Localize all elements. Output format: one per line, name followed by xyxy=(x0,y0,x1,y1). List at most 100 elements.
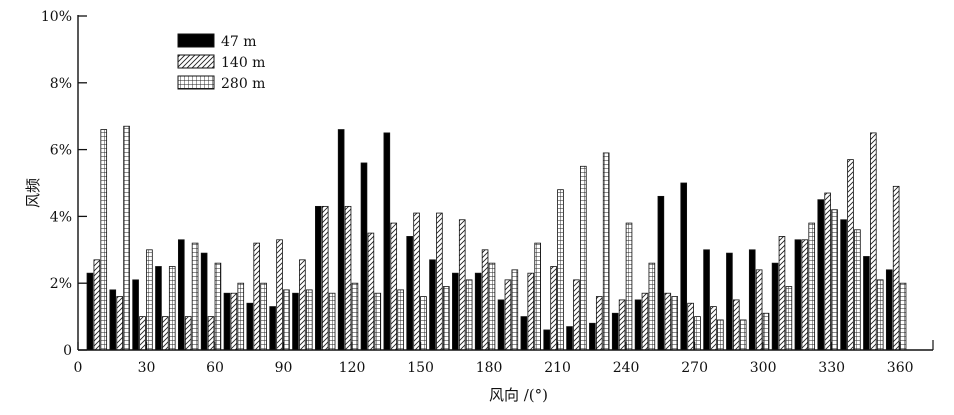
bar-140m-210 xyxy=(550,266,557,351)
x-tick-label: 210 xyxy=(544,360,571,376)
bar-47m-240 xyxy=(611,312,619,351)
bar-47m-60 xyxy=(200,252,208,351)
x-tick-label: 150 xyxy=(407,360,434,376)
bar-280m-50 xyxy=(191,242,199,351)
bar-280m-90 xyxy=(283,289,290,351)
bar-140m-340 xyxy=(847,159,854,351)
bar-47m-170 xyxy=(452,272,459,351)
bar-280m-110 xyxy=(328,292,336,351)
bar-47m-20 xyxy=(109,289,117,351)
legend-label: 280 m xyxy=(221,76,265,92)
bar-140m-300 xyxy=(755,269,763,351)
axes-layer: 0 2% 4% 6% 8% 10% 0 30 60 90 120 150 180 210 240 270 300… xyxy=(24,9,934,404)
bar-280m-240 xyxy=(625,222,633,351)
bar-47m-350 xyxy=(863,256,870,351)
bar-47m-230 xyxy=(589,322,596,351)
bar-280m-300 xyxy=(762,312,770,351)
bar-280m-120 xyxy=(351,282,359,351)
bar-47m-270 xyxy=(680,182,688,351)
bar-280m-60 xyxy=(214,262,222,351)
bar-280m-30 xyxy=(146,249,153,351)
bar-280m-210 xyxy=(557,189,564,351)
bar-280m-40 xyxy=(168,266,176,351)
bar-47m-210 xyxy=(543,329,550,351)
bar-140m-130 xyxy=(367,232,375,351)
x-tick-label: 180 xyxy=(476,360,503,376)
bar-47m-310 xyxy=(771,262,779,351)
x-tick-label: 270 xyxy=(681,360,708,376)
bar-47m-40 xyxy=(155,266,162,351)
bar-280m-320 xyxy=(808,222,816,351)
x-tick-label: 120 xyxy=(339,360,366,376)
bar-47m-300 xyxy=(748,249,756,351)
bar-47m-70 xyxy=(223,292,231,351)
bar-280m-190 xyxy=(511,269,519,351)
bar-140m-200 xyxy=(527,272,535,351)
bar-280m-200 xyxy=(534,242,541,351)
bar-140m-270 xyxy=(687,302,694,351)
bar-47m-320 xyxy=(794,239,802,351)
bar-140m-320 xyxy=(801,239,809,351)
bar-47m-50 xyxy=(177,239,185,351)
bars-layer xyxy=(86,125,907,351)
bar-280m-10 xyxy=(100,129,108,351)
bar-280m-130 xyxy=(374,292,382,351)
bar-280m-270 xyxy=(694,316,701,351)
bar-47m-330 xyxy=(817,199,825,351)
bar-280m-330 xyxy=(831,209,838,351)
bar-280m-350 xyxy=(876,279,884,351)
y-tick-label: 2% xyxy=(50,276,72,292)
bar-47m-340 xyxy=(840,219,847,351)
bar-140m-160 xyxy=(436,212,443,351)
bar-140m-310 xyxy=(778,236,786,351)
x-tick-label: 60 xyxy=(206,360,224,376)
bar-47m-120 xyxy=(337,129,345,351)
bar-280m-280 xyxy=(717,319,724,351)
bar-140m-220 xyxy=(573,279,580,351)
bar-140m-10 xyxy=(93,259,101,351)
bar-47m-100 xyxy=(292,292,299,351)
bar-280m-360 xyxy=(899,282,907,351)
y-tick-label: 8% xyxy=(50,76,72,92)
bar-140m-140 xyxy=(390,222,398,351)
bar-280m-100 xyxy=(305,289,313,351)
bar-280m-70 xyxy=(237,282,245,351)
bar-280m-220 xyxy=(580,165,587,351)
bar-280m-310 xyxy=(785,286,793,351)
bar-280m-150 xyxy=(420,296,427,351)
bar-47m-260 xyxy=(657,195,665,351)
bar-140m-250 xyxy=(641,292,649,351)
bar-280m-170 xyxy=(465,279,473,351)
legend-label: 140 m xyxy=(221,55,265,71)
bar-140m-40 xyxy=(162,316,169,351)
x-tick-label: 30 xyxy=(138,360,156,376)
bar-47m-290 xyxy=(726,252,733,351)
x-tick-label: 360 xyxy=(887,360,914,376)
bar-140m-190 xyxy=(504,279,512,351)
bar-140m-60 xyxy=(207,316,215,351)
bar-47m-180 xyxy=(474,272,482,351)
legend-swatch-47m xyxy=(177,33,215,48)
bar-47m-110 xyxy=(315,205,322,351)
bar-140m-150 xyxy=(413,212,420,351)
bar-140m-230 xyxy=(595,296,603,351)
bar-47m-360 xyxy=(885,269,893,351)
bar-140m-110 xyxy=(321,205,329,351)
bar-47m-220 xyxy=(566,326,573,351)
bar-280m-140 xyxy=(397,289,404,351)
legend-swatch-140m xyxy=(177,54,215,69)
bar-140m-180 xyxy=(481,249,489,351)
bar-280m-340 xyxy=(854,229,861,351)
bar-47m-90 xyxy=(269,306,276,351)
bar-140m-70 xyxy=(230,292,238,351)
y-tick-label: 0 xyxy=(63,343,72,359)
y-tick-label: 4% xyxy=(50,209,72,225)
x-tick-label: 300 xyxy=(750,360,777,376)
legend: 47 m 140 m 280 m xyxy=(177,33,265,92)
bar-280m-290 xyxy=(739,319,747,351)
bar-47m-130 xyxy=(360,162,368,351)
bar-140m-100 xyxy=(299,259,306,351)
bar-280m-180 xyxy=(488,262,496,351)
bar-47m-250 xyxy=(634,299,642,351)
